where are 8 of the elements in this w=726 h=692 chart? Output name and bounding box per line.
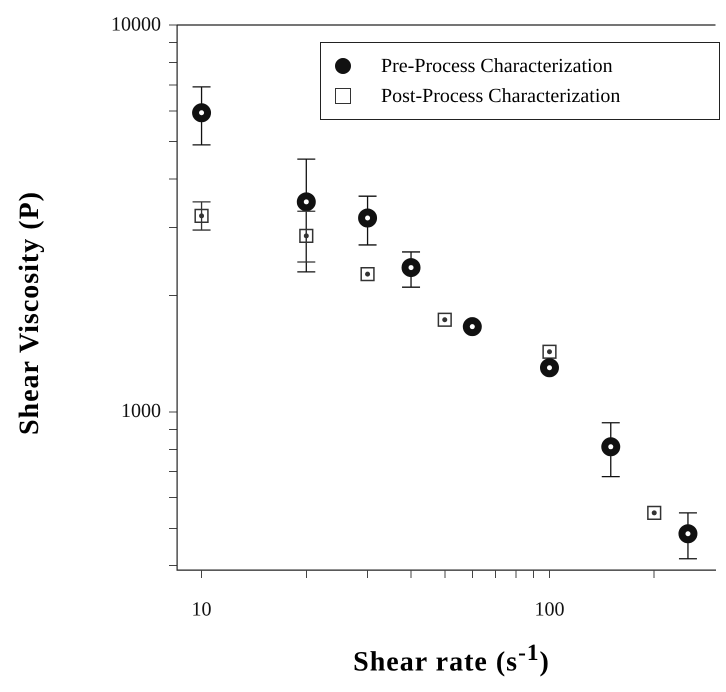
y-axis-title: Shear Viscosity (P) — [14, 190, 46, 438]
x-tick-label: 100 — [534, 598, 564, 620]
legend-label: Post-Process Characterization — [381, 84, 620, 108]
x-axis-title: Shear rate (s$^{-1}$) — [352, 640, 551, 678]
y-tick-label: 10000 — [111, 13, 161, 36]
legend-label: Pre-Process Characterization — [381, 54, 613, 78]
x-tick-label: 10 — [192, 598, 212, 620]
y-tick-label: 1000 — [121, 400, 161, 422]
